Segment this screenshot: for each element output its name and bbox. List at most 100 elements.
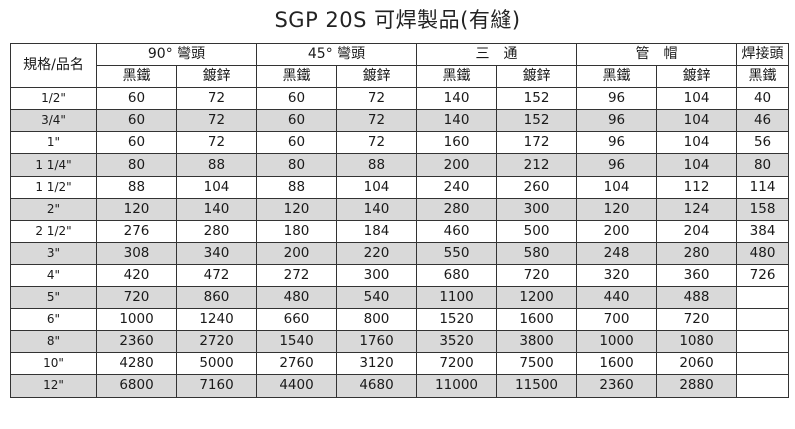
price-cell: 112 xyxy=(656,175,738,199)
price-cell: 124 xyxy=(656,197,738,221)
price-cell: 308 xyxy=(96,241,177,265)
size-cell: 1/2" xyxy=(10,87,97,111)
price-cell: 660 xyxy=(256,308,338,332)
price-cell: 88 xyxy=(175,153,258,177)
sub-header: 鍍鋅 xyxy=(336,65,418,89)
price-table: 規格/品名 90° 彎頭 45° 彎頭 三 通 管 帽 焊接頭 黑鐵 鍍鋅 黑鐵… xyxy=(10,42,790,398)
size-cell: 3/4" xyxy=(10,109,97,133)
price-cell: 550 xyxy=(416,241,498,265)
price-cell: 120 xyxy=(576,197,658,221)
price-cell: 180 xyxy=(256,219,338,243)
price-cell: 88 xyxy=(336,153,418,177)
price-cell: 240 xyxy=(416,175,498,199)
table-row: 1 1/4" 80 88 80 88 200 212 96 104 80 xyxy=(10,153,790,177)
price-cell: 72 xyxy=(336,131,418,155)
table-row: 12" 6800 7160 4400 4680 11000 11500 2360 2880 xyxy=(10,374,790,398)
price-cell: 96 xyxy=(576,87,658,111)
price-cell xyxy=(736,308,790,332)
price-cell: 2360 xyxy=(576,374,658,398)
price-cell: 72 xyxy=(175,109,258,133)
price-cell: 3520 xyxy=(416,330,498,354)
price-cell: 360 xyxy=(656,263,738,288)
price-cell: 220 xyxy=(336,241,418,265)
price-cell: 1520 xyxy=(416,308,498,332)
price-cell: 120 xyxy=(96,197,177,221)
size-cell: 2" xyxy=(10,197,97,221)
price-cell: 1600 xyxy=(496,308,578,332)
table-row: 1 1/2" 88 104 88 104 240 260 104 112 114 xyxy=(10,175,790,199)
price-cell: 5000 xyxy=(175,352,258,376)
price-cell: 104 xyxy=(656,109,738,133)
size-cell: 4" xyxy=(10,263,97,288)
price-cell: 540 xyxy=(336,286,418,310)
price-cell: 60 xyxy=(96,109,177,133)
price-cell: 140 xyxy=(336,197,418,221)
price-cell: 96 xyxy=(576,109,658,133)
price-cell: 4280 xyxy=(96,352,177,376)
price-cell: 272 xyxy=(256,263,338,288)
price-cell: 104 xyxy=(175,175,258,199)
price-cell: 184 xyxy=(336,219,418,243)
price-cell: 72 xyxy=(175,87,258,111)
price-cell: 72 xyxy=(336,109,418,133)
price-cell: 320 xyxy=(576,263,658,288)
price-cell: 140 xyxy=(175,197,258,221)
table-row: 2" 120 140 120 140 280 300 120 124 158 xyxy=(10,197,790,221)
price-cell: 60 xyxy=(256,131,338,155)
group-header-45-elbow: 45° 彎頭 xyxy=(256,42,418,67)
table-row: 6" 1000 1240 660 800 1520 1600 700 720 xyxy=(10,308,790,332)
price-cell: 1000 xyxy=(576,330,658,354)
table-row: 8" 2360 2720 1540 1760 3520 3800 1000 1080 xyxy=(10,330,790,354)
price-cell: 60 xyxy=(96,87,177,111)
price-cell: 440 xyxy=(576,286,658,310)
price-cell: 260 xyxy=(496,175,578,199)
price-cell: 7200 xyxy=(416,352,498,376)
sub-header: 鍍鋅 xyxy=(175,65,258,89)
price-cell: 88 xyxy=(96,175,177,199)
spec-header: 規格/品名 xyxy=(10,42,97,89)
price-cell: 248 xyxy=(576,241,658,265)
price-cell: 212 xyxy=(496,153,578,177)
price-cell: 2060 xyxy=(656,352,738,376)
price-cell: 140 xyxy=(416,109,498,133)
price-cell: 276 xyxy=(96,219,177,243)
sub-header: 黑鐵 xyxy=(96,65,177,89)
price-cell: 340 xyxy=(175,241,258,265)
price-cell: 680 xyxy=(416,263,498,288)
sub-header: 鍍鋅 xyxy=(496,65,578,89)
price-cell: 96 xyxy=(576,153,658,177)
price-cell: 200 xyxy=(256,241,338,265)
price-cell: 4680 xyxy=(336,374,418,398)
price-cell: 60 xyxy=(96,131,177,155)
price-cell: 104 xyxy=(576,175,658,199)
price-cell: 800 xyxy=(336,308,418,332)
price-cell: 104 xyxy=(656,87,738,111)
group-header-tee: 三 通 xyxy=(416,42,578,67)
price-cell: 2360 xyxy=(96,330,177,354)
price-cell: 88 xyxy=(256,175,338,199)
price-cell xyxy=(736,352,790,376)
table-row: 4" 420 472 272 300 680 720 320 360 726 xyxy=(10,263,790,288)
price-cell: 460 xyxy=(416,219,498,243)
table-row: 1" 60 72 60 72 160 172 96 104 56 xyxy=(10,131,790,155)
price-cell: 40 xyxy=(736,87,790,111)
price-cell: 6800 xyxy=(96,374,177,398)
price-cell: 2720 xyxy=(175,330,258,354)
price-cell: 1100 xyxy=(416,286,498,310)
size-cell: 2 1/2" xyxy=(10,219,97,243)
price-cell: 11500 xyxy=(496,374,578,398)
size-cell: 3" xyxy=(10,241,97,265)
group-header-cap: 管 帽 xyxy=(576,42,738,67)
price-cell: 2880 xyxy=(656,374,738,398)
price-cell: 172 xyxy=(496,131,578,155)
price-cell: 11000 xyxy=(416,374,498,398)
price-cell: 3800 xyxy=(496,330,578,354)
price-cell: 860 xyxy=(175,286,258,310)
price-cell: 104 xyxy=(656,131,738,155)
price-cell: 1760 xyxy=(336,330,418,354)
price-cell: 104 xyxy=(336,175,418,199)
table-row: 3" 308 340 200 220 550 580 248 280 480 xyxy=(10,241,790,265)
price-cell: 280 xyxy=(656,241,738,265)
price-cell: 60 xyxy=(256,87,338,111)
price-cell: 200 xyxy=(416,153,498,177)
